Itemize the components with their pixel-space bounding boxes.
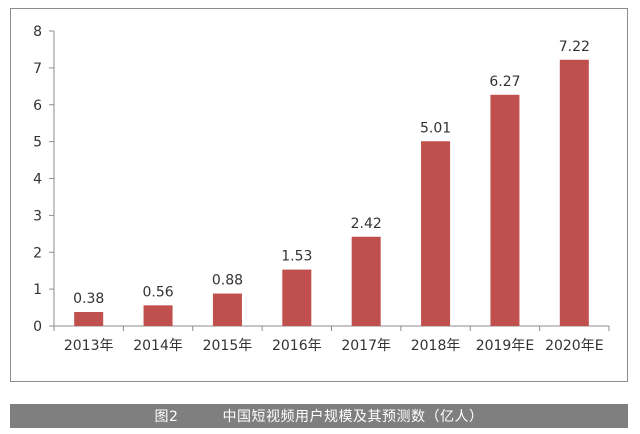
x-tick-label: 2013年 bbox=[64, 338, 114, 354]
x-tick-label: 2019年E bbox=[476, 338, 534, 354]
x-tick-label: 2017年 bbox=[341, 338, 391, 354]
figure-caption: 图2 中国短视频用户规模及其预测数（亿人） bbox=[10, 404, 628, 428]
data-labels: 0.38 0.56 0.88 1.53 2.42 5.01 6.27 7.22 bbox=[73, 39, 590, 307]
x-tick-label: 2016年 bbox=[272, 338, 322, 354]
figure-title: 中国短视频用户规模及其预测数（亿人） bbox=[222, 409, 484, 425]
y-tick-label: 2 bbox=[33, 245, 42, 261]
y-tick-label: 6 bbox=[33, 98, 42, 114]
y-tick-label: 1 bbox=[33, 282, 42, 298]
y-tick-label: 8 bbox=[33, 24, 42, 40]
bar bbox=[74, 311, 104, 326]
y-tick-label: 0 bbox=[33, 319, 42, 335]
y-tick-label: 4 bbox=[33, 172, 42, 188]
bar bbox=[351, 236, 381, 326]
bar bbox=[559, 59, 589, 326]
x-axis: 2013年 2014年 2015年 2016年 2017年 2018年 2019年E 2020… bbox=[53, 325, 610, 354]
y-tick-label: 3 bbox=[33, 208, 42, 224]
bar-value-label: 7.22 bbox=[559, 39, 590, 55]
bars bbox=[74, 59, 589, 326]
bar-chart: 0 1 2 3 4 5 6 7 8 2013年 2014年 2015年 2016年 2017年 2018年… bbox=[33, 24, 610, 354]
chart-frame: 0 1 2 3 4 5 6 7 8 2013年 2014年 2015年 2016年 2017年 2018年… bbox=[10, 8, 628, 382]
y-tick-label: 5 bbox=[33, 135, 42, 151]
x-tick-label: 2020年E bbox=[545, 338, 603, 354]
figure-number: 图2 bbox=[154, 409, 179, 425]
bar-value-label: 0.56 bbox=[142, 284, 173, 300]
bar-value-label: 1.53 bbox=[281, 249, 312, 265]
x-tick-label: 2015年 bbox=[203, 338, 253, 354]
bar-value-label: 2.42 bbox=[351, 216, 382, 232]
bar-value-label: 0.88 bbox=[212, 273, 243, 289]
bar bbox=[282, 269, 312, 326]
x-tick-label: 2014年 bbox=[133, 338, 183, 354]
bar bbox=[490, 94, 520, 326]
bar bbox=[143, 305, 173, 326]
y-tick-label: 7 bbox=[33, 61, 42, 77]
bar-value-label: 0.38 bbox=[73, 291, 104, 307]
bar-value-label: 6.27 bbox=[489, 74, 520, 90]
bar bbox=[212, 293, 242, 326]
bar-value-label: 5.01 bbox=[420, 120, 451, 136]
x-tick-label: 2018年 bbox=[411, 338, 461, 354]
y-axis: 0 1 2 3 4 5 6 7 8 bbox=[33, 24, 55, 335]
bar bbox=[421, 141, 451, 326]
